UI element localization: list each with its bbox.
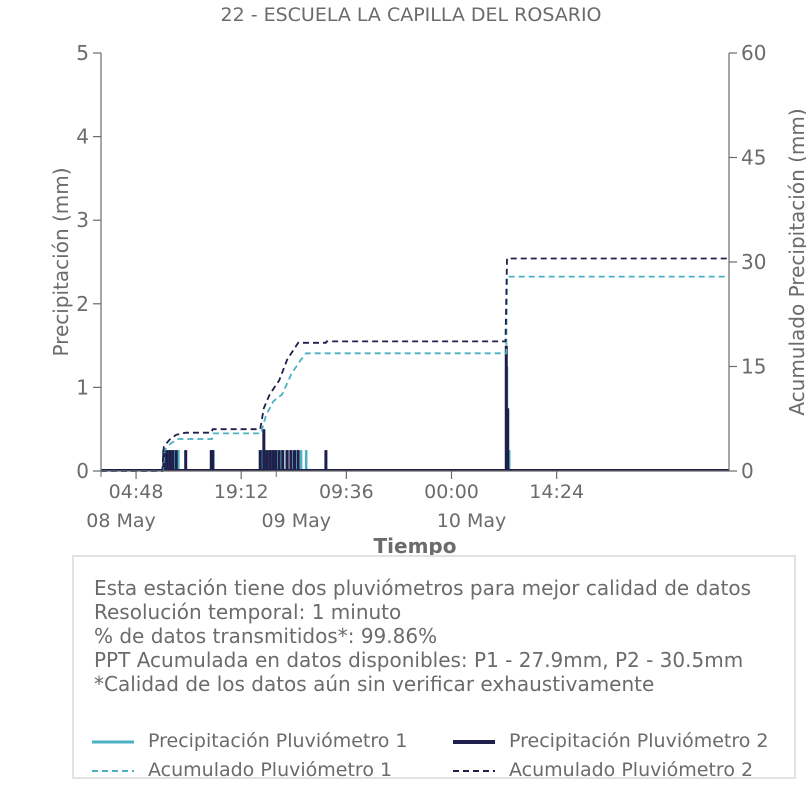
y-tick-label: 1 [76,375,89,399]
y-tick-label: 4 [76,125,89,149]
x-date-label: 10 May [437,510,507,532]
y2-tick-label: 0 [741,459,754,483]
y2-tick-label: 45 [741,146,766,170]
x-axis-label: Tiempo [374,534,457,558]
x-tick-label: 19:12 [214,481,269,503]
info-line-transmitted: % de datos transmitidos*: 99.86% [94,624,438,648]
y2-axis-label: Acumulado Precipitación (mm) [785,108,806,415]
y-axis-label: Precipitación (mm) [49,167,73,356]
legend-label: Acumulado Pluviómetro 2 [509,759,754,781]
legend-swatch-dashed-teal [92,770,134,772]
x-date-label: 09 May [262,510,332,532]
legend-label: Acumulado Pluviómetro 1 [148,759,393,781]
chart-title: 22 - ESCUELA LA CAPILLA DEL ROSARIO [220,4,601,26]
legend-swatch-solid-navy [453,740,495,744]
accumulated-line [101,275,729,472]
x-tick-label: 04:48 [109,481,164,503]
legend-swatch-solid-teal [92,740,134,744]
accumulated-line [101,257,729,472]
info-box: Esta estación tiene dos pluviómetros par… [72,555,796,781]
legend-swatch-dashed-navy [453,770,495,772]
info-line-stations: Esta estación tiene dos pluviómetros par… [94,576,752,600]
y2-tick-label: 60 [741,41,766,65]
x-tick-label: 14:24 [529,481,584,503]
info-line-accumulated: PPT Acumulada en datos disponibles: P1 -… [94,648,744,672]
chart-svg: 22 - ESCUELA LA CAPILLA DEL ROSARIO 0 1 2 3… [49,4,806,558]
x-tick-label: 00:00 [424,481,479,503]
y-tick-label: 0 [76,459,89,483]
info-line-quality: *Calidad de los datos aún sin verificar … [94,672,655,696]
info-line-resolution: Resolución temporal: 1 minuto [94,600,402,624]
y-tick-label: 2 [76,292,89,316]
y2-tick-label: 15 [741,355,766,379]
y2-tick-label: 30 [741,250,766,274]
legend-label: Precipitación Pluviómetro 1 [148,730,408,752]
x-tick-label: 09:36 [319,481,374,503]
y-tick-label: 3 [76,208,89,232]
y-tick-label: 5 [76,41,89,65]
legend-label: Precipitación Pluviómetro 2 [509,730,769,752]
x-date-label: 08 May [86,510,156,532]
